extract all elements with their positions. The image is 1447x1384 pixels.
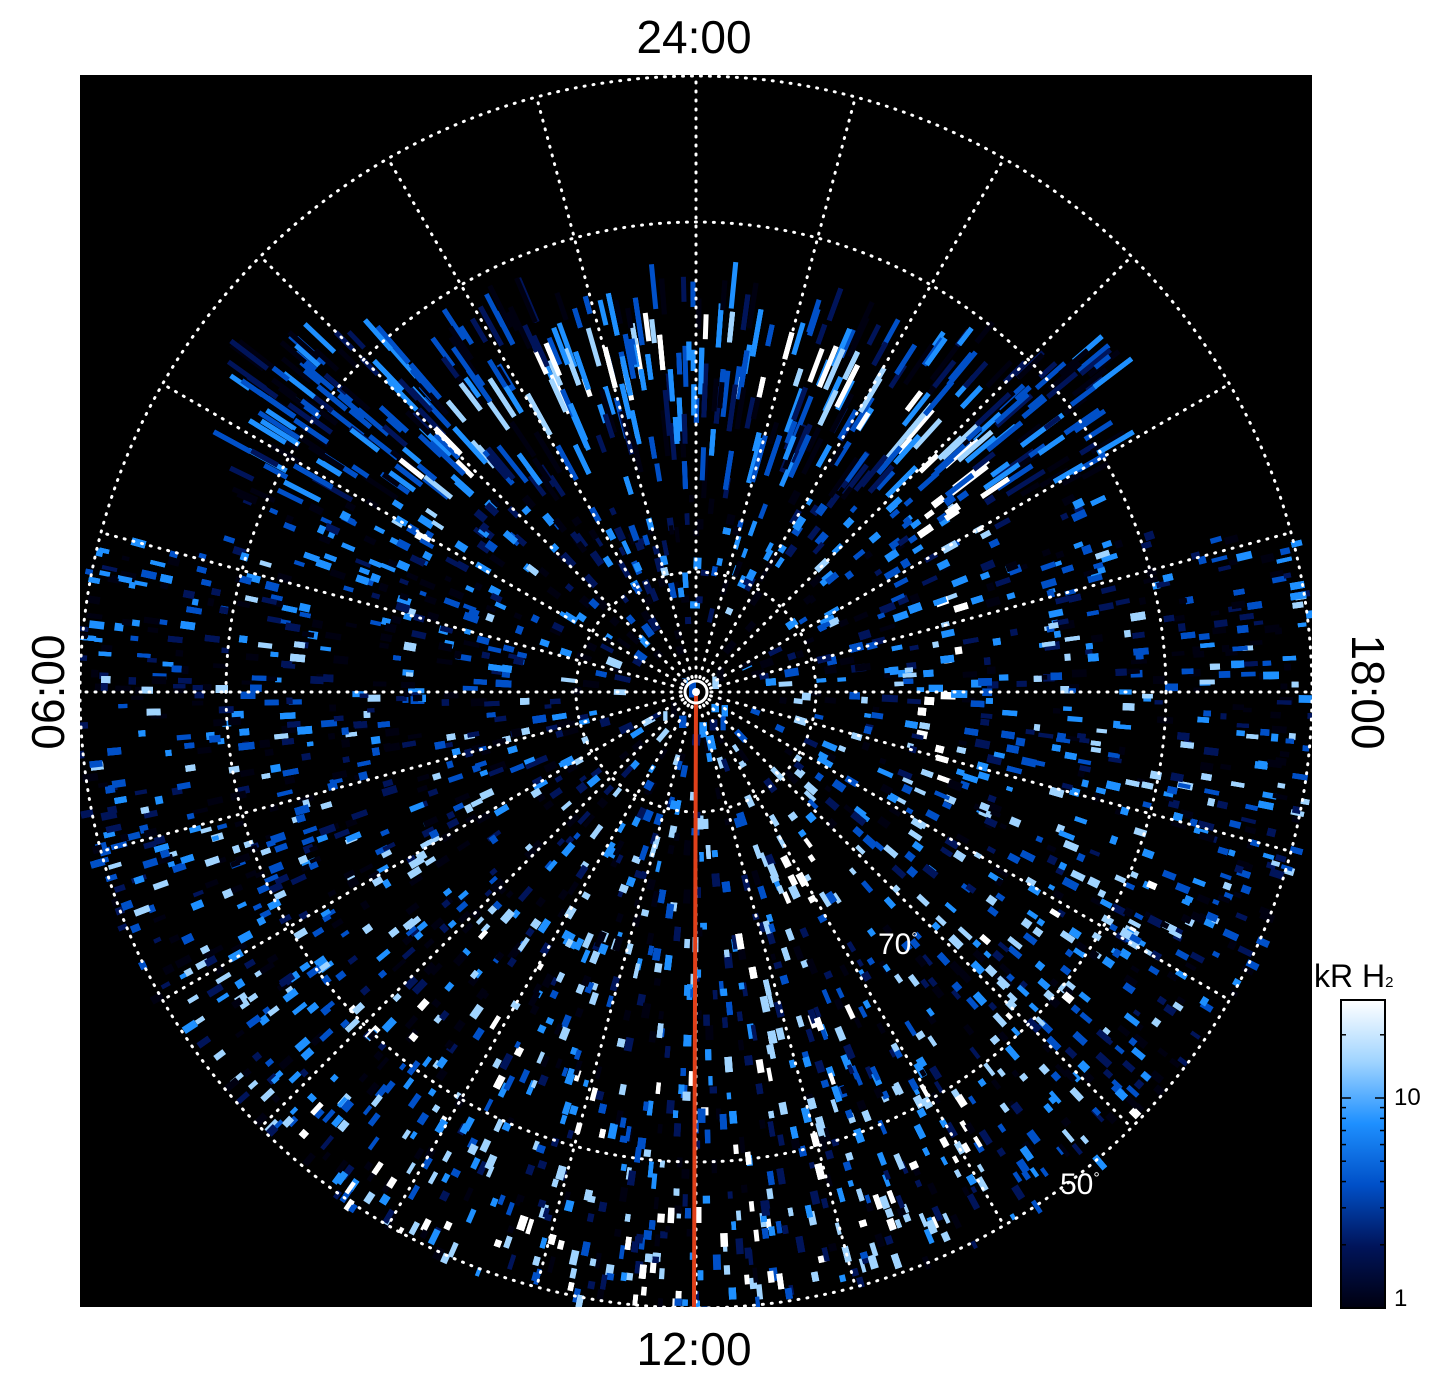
local-time-label-noon: 12:00 xyxy=(636,1323,752,1375)
local-time-label-dawn: 06:00 xyxy=(22,634,74,750)
pole-marker-inner xyxy=(692,688,700,696)
colorbar xyxy=(1340,999,1386,1309)
auroral-emission-layer xyxy=(80,261,1312,1307)
colorbar-minor-ticks xyxy=(1341,1034,1385,1309)
latitude-label-50: 50° xyxy=(1060,1168,1100,1201)
lat-lon-grid xyxy=(80,75,1312,1307)
local-time-label-midnight: 24:00 xyxy=(636,11,752,63)
pole-marker-outer xyxy=(683,679,709,705)
local-time-label-dusk: 18:00 xyxy=(1342,634,1394,750)
colorbar-title: kR H2 xyxy=(1314,958,1394,994)
colorbar-tick-1: 1 xyxy=(1394,1285,1408,1312)
colorbar-tick-10: 10 xyxy=(1394,1084,1421,1111)
latitude-label-70: 70° xyxy=(878,928,918,961)
noon-meridian-line xyxy=(692,691,698,1308)
